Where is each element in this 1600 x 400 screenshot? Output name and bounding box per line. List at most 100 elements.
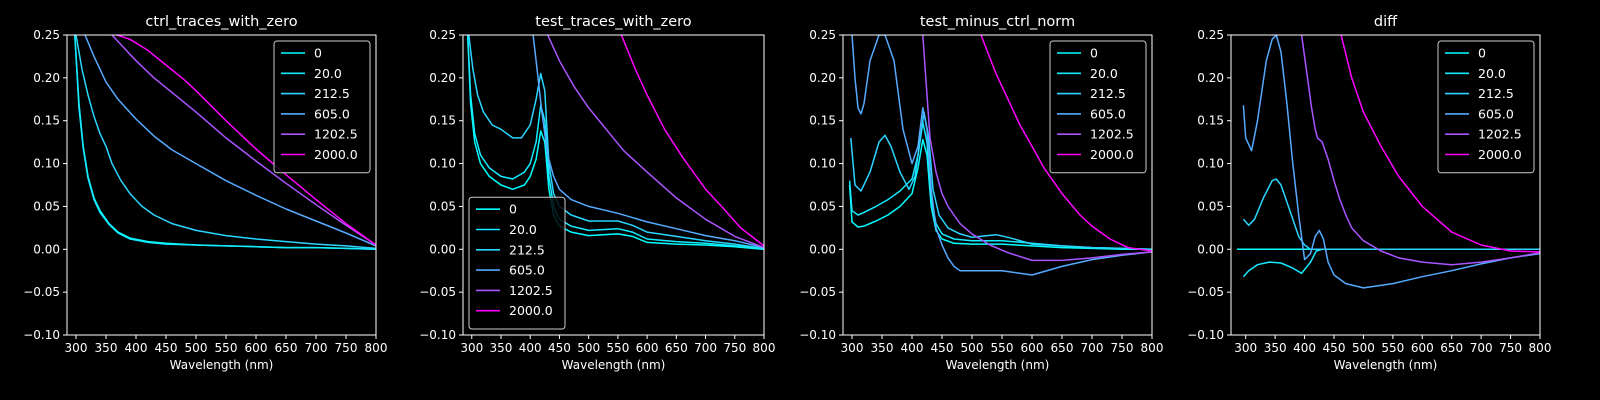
x-tick-label: 800 bbox=[753, 341, 776, 355]
series-line-2 bbox=[850, 111, 1152, 251]
series-line-4 bbox=[922, 35, 1152, 262]
y-tick-label: 0.25 bbox=[33, 28, 60, 42]
y-tick-label: 0.15 bbox=[429, 114, 456, 128]
y-tick-label: −0.10 bbox=[23, 328, 60, 342]
x-tick-label: 750 bbox=[335, 341, 358, 355]
y-tick-label: 0.20 bbox=[809, 71, 836, 85]
chart-title: ctrl_traces_with_zero bbox=[145, 14, 297, 30]
x-tick-label: 450 bbox=[1323, 341, 1346, 355]
series-line-3 bbox=[84, 35, 376, 247]
series-line-2 bbox=[75, 35, 376, 250]
series-line-3 bbox=[851, 35, 1152, 276]
y-tick-label: 0.00 bbox=[429, 242, 456, 256]
x-axis-label: Wavelength (nm) bbox=[1334, 358, 1438, 372]
legend-entry-label: 605.0 bbox=[509, 263, 545, 278]
legend-entry-label: 20.0 bbox=[1090, 66, 1118, 81]
x-tick-label: 500 bbox=[577, 341, 600, 355]
y-tick-label: 0.20 bbox=[429, 71, 456, 85]
legend-entry-label: 1202.5 bbox=[314, 127, 358, 142]
chart-panel-2: 300 350 400 450 500 550 600 650 700 750 800 −0.10 −0… bbox=[799, 14, 1163, 372]
x-tick-label: 400 bbox=[1293, 341, 1316, 355]
x-tick-label: 600 bbox=[1411, 341, 1434, 355]
x-tick-label: 600 bbox=[1021, 341, 1044, 355]
series-line-4 bbox=[547, 35, 764, 249]
legend: 0 20.0 212.5 605.0 1202.5 2000.0 bbox=[1437, 40, 1535, 174]
x-tick-label: 350 bbox=[95, 341, 118, 355]
x-tick-label: 300 bbox=[65, 341, 88, 355]
x-tick-label: 700 bbox=[694, 341, 717, 355]
x-tick-label: 700 bbox=[305, 341, 328, 355]
y-tick-label: 0.00 bbox=[33, 242, 60, 256]
legend-entry-label: 2000.0 bbox=[1090, 147, 1134, 162]
chart-panel-1: 300 350 400 450 500 550 600 650 700 750 800 −0.10 −0… bbox=[419, 14, 775, 372]
x-tick-label: 400 bbox=[901, 341, 924, 355]
legend: 0 20.0 212.5 605.0 1202.5 2000.0 bbox=[273, 40, 371, 174]
plot-frame bbox=[462, 34, 765, 336]
x-tick-label: 800 bbox=[1141, 341, 1164, 355]
legend-entry-label: 212.5 bbox=[314, 86, 350, 101]
legend-entry-label: 0 bbox=[314, 46, 322, 61]
x-tick-label: 450 bbox=[548, 341, 571, 355]
series-group bbox=[1236, 35, 1540, 289]
x-axis-label: Wavelength (nm) bbox=[946, 358, 1050, 372]
x-tick-label: 650 bbox=[275, 341, 298, 355]
x-tick-label: 300 bbox=[841, 341, 864, 355]
series-line-5 bbox=[1340, 35, 1540, 253]
y-tick-label: −0.05 bbox=[1187, 285, 1224, 299]
x-tick-label: 550 bbox=[606, 341, 629, 355]
series-line-1 bbox=[74, 35, 376, 251]
legend-entry-label: 1202.5 bbox=[1478, 127, 1522, 142]
y-tick-label: 0.05 bbox=[809, 199, 836, 213]
series-line-4 bbox=[1300, 35, 1540, 266]
y-tick-label: 0.10 bbox=[1197, 157, 1224, 171]
legend-entry-label: 0 bbox=[1090, 46, 1098, 61]
series-line-4 bbox=[111, 35, 376, 246]
series-line-2 bbox=[468, 35, 764, 250]
chart-panel-3: 300 350 400 450 500 550 600 650 700 750 800 −0.10 −0… bbox=[1187, 14, 1551, 372]
y-tick-label: 0.05 bbox=[429, 199, 456, 213]
x-tick-label: 450 bbox=[155, 341, 178, 355]
y-tick-label: 0.20 bbox=[1197, 71, 1224, 85]
legend-entry-label: 2000.0 bbox=[509, 303, 553, 318]
legend-entry-label: 2000.0 bbox=[314, 147, 358, 162]
y-tick-label: 0.15 bbox=[1197, 114, 1224, 128]
x-tick-label: 550 bbox=[1381, 341, 1404, 355]
y-tick-label: −0.10 bbox=[799, 328, 836, 342]
legend-entry-label: 0 bbox=[1478, 46, 1486, 61]
legend-entry-label: 1202.5 bbox=[509, 283, 553, 298]
x-tick-label: 300 bbox=[460, 341, 483, 355]
legend-entry-label: 212.5 bbox=[1090, 86, 1126, 101]
legend: 0 20.0 212.5 605.0 1202.5 2000.0 bbox=[1049, 40, 1147, 174]
series-group bbox=[848, 35, 1152, 276]
series-line-0 bbox=[848, 138, 1152, 251]
y-tick-label: 0.05 bbox=[1197, 199, 1224, 213]
y-tick-label: 0.00 bbox=[1197, 242, 1224, 256]
x-tick-label: 750 bbox=[723, 341, 746, 355]
series-group bbox=[74, 35, 376, 251]
chart-title: test_traces_with_zero bbox=[535, 14, 692, 30]
x-tick-label: 800 bbox=[365, 341, 388, 355]
plot-frame bbox=[842, 34, 1153, 336]
y-tick-label: 0.10 bbox=[429, 157, 456, 171]
y-tick-label: −0.10 bbox=[419, 328, 456, 342]
x-tick-label: 350 bbox=[490, 341, 513, 355]
legend-entry-label: 605.0 bbox=[1478, 106, 1514, 121]
x-tick-label: 650 bbox=[665, 341, 688, 355]
series-line-3 bbox=[532, 35, 764, 249]
legend-entry-label: 20.0 bbox=[509, 222, 537, 237]
y-tick-label: 0.05 bbox=[33, 199, 60, 213]
y-tick-label: −0.05 bbox=[419, 285, 456, 299]
series-line-5 bbox=[980, 35, 1152, 252]
x-tick-label: 400 bbox=[519, 341, 542, 355]
legend-entry-label: 605.0 bbox=[1090, 106, 1126, 121]
x-tick-label: 450 bbox=[931, 341, 954, 355]
x-tick-label: 300 bbox=[1234, 341, 1257, 355]
y-tick-label: 0.15 bbox=[809, 114, 836, 128]
y-tick-label: 0.20 bbox=[33, 71, 60, 85]
x-tick-label: 650 bbox=[1440, 341, 1463, 355]
chart-title: test_minus_ctrl_norm bbox=[920, 14, 1075, 30]
legend-entry-label: 212.5 bbox=[1478, 86, 1514, 101]
legend-entry-label: 1202.5 bbox=[1090, 127, 1134, 142]
x-axis-label: Wavelength (nm) bbox=[170, 358, 274, 372]
y-tick-label: 0.25 bbox=[429, 28, 456, 42]
